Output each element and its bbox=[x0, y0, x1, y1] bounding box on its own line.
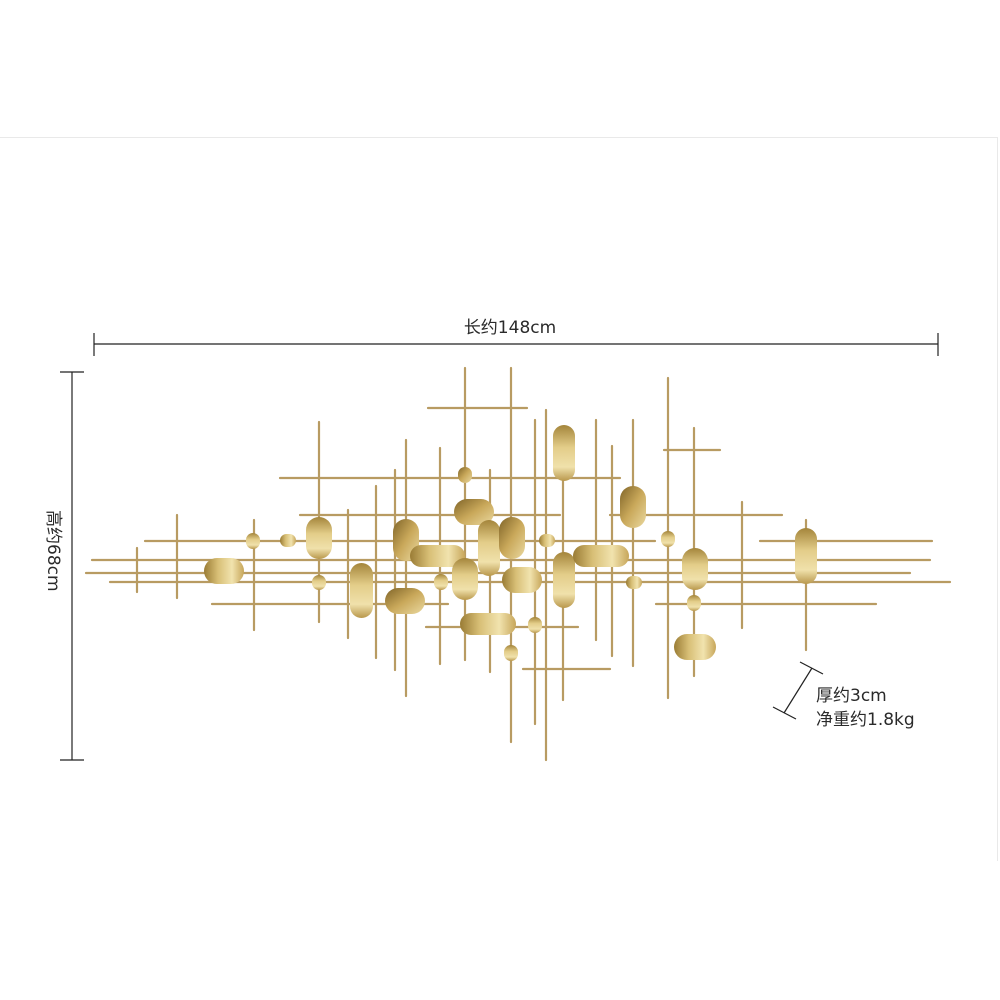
height-dimension-line bbox=[60, 371, 84, 761]
weight-label: 净重约1.8kg bbox=[816, 710, 915, 730]
product-image-frame bbox=[0, 137, 998, 861]
gold-beads bbox=[246, 467, 701, 661]
spec-block: 厚约3cm 净重约1.8kg bbox=[816, 684, 915, 732]
height-label-container: 高约68cm bbox=[41, 510, 65, 620]
thickness-dimension-line bbox=[772, 661, 824, 720]
gold-pills bbox=[204, 425, 817, 660]
thickness-label: 厚约3cm bbox=[816, 686, 887, 706]
length-label: 长约148cm bbox=[463, 318, 557, 338]
width-dimension-line bbox=[93, 333, 939, 356]
height-label: 高约68cm bbox=[43, 510, 63, 592]
